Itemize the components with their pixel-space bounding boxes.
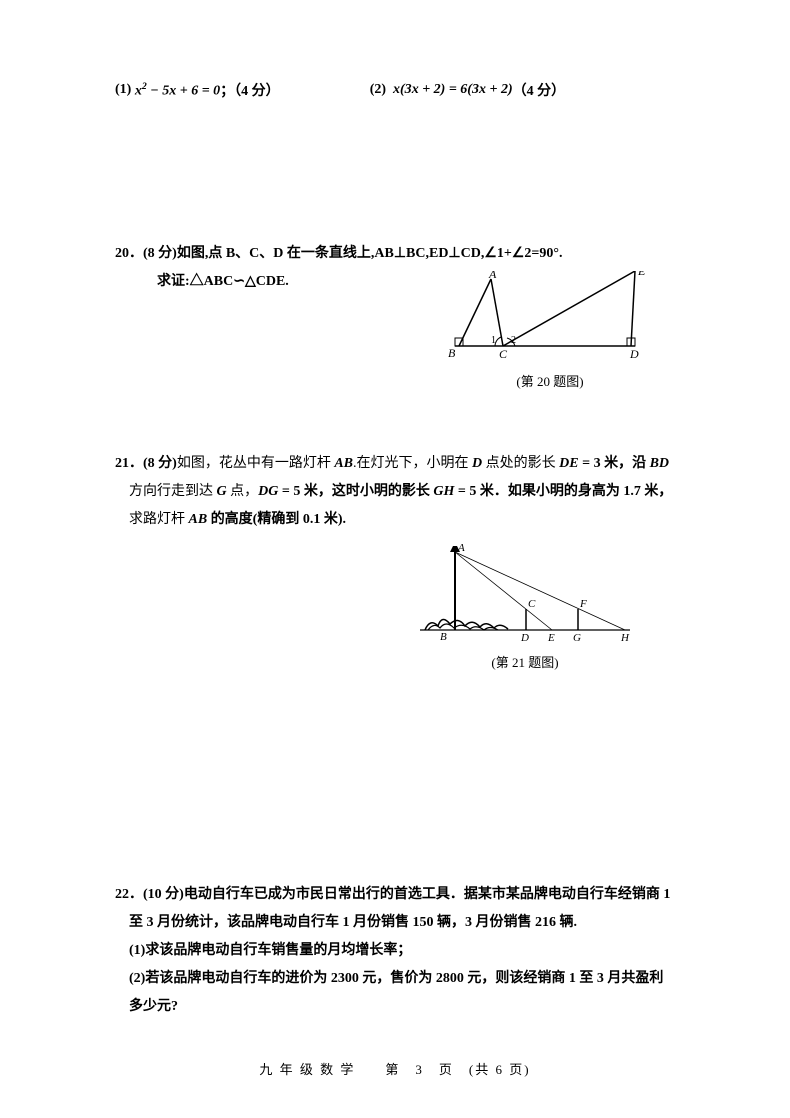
q20-number: 20 [115, 246, 129, 261]
q21-l2c: 点， [227, 484, 259, 499]
q22-line4: (2)若该品牌电动自行车的进价为 2300 元，售价为 2800 元，则该经销商… [129, 971, 663, 986]
q21-l2b: G [217, 484, 227, 499]
q20-label-B: B [448, 346, 456, 360]
q22-line3: (1)求该品牌电动自行车销售量的月均增长率； [129, 943, 411, 958]
q21-l1d: D [472, 456, 482, 471]
q19-p2-label: (2) [370, 82, 386, 98]
q22-line5: 多少元? [129, 999, 178, 1014]
q21-points: ．(8 分) [129, 456, 177, 471]
q21-figure: A B C D E F G H (第 21 题图) [410, 542, 690, 671]
q19-p1-points: ；（4 分） [220, 80, 280, 100]
q19-p2-formula: x(3x + 2) = 6(3x + 2) [393, 82, 513, 98]
q20-label-A: A [488, 271, 497, 281]
q20-figure: A E B C D 1 2 (第 20 题图) [445, 271, 690, 390]
q20-angle1: 1 [491, 335, 496, 346]
q21-label-E: E [547, 632, 555, 642]
q21-text: 21．(8 分)如图，花丛中有一路灯杆 AB.在灯光下，小明在 D 点处的影长 … [115, 450, 690, 534]
q22-points: ．(10 分) [129, 887, 184, 902]
question-19: (1) x2 − 5x + 6 = 0 ；（4 分） (2) x(3x + 2)… [115, 80, 690, 100]
q21-l1c: .在灯光下，小明在 [353, 456, 472, 471]
q21-label-C: C [528, 598, 536, 610]
q21-l2d: DG [258, 484, 278, 499]
q19-p1-label: (1) [115, 82, 131, 98]
q20-label-C: C [499, 347, 508, 361]
q21-number: 21 [115, 456, 129, 471]
q21-label-F: F [579, 598, 587, 610]
q21-l1f: DE [559, 456, 578, 471]
q21-label-H: H [620, 632, 630, 642]
q21-l2f: GH [433, 484, 454, 499]
q21-label-D: D [520, 632, 529, 642]
question-21: 21．(8 分)如图，花丛中有一路灯杆 AB.在灯光下，小明在 D 点处的影长 … [115, 450, 690, 671]
q19-part1: (1) x2 − 5x + 6 = 0 ；（4 分） [115, 80, 280, 100]
footer-text: 九 年 级 数 学 第 3 页 (共 6 页) [259, 1062, 530, 1077]
q21-l1b: AB [334, 456, 353, 471]
q21-l2a: 方向行走到达 [129, 484, 217, 499]
q21-label-A: A [457, 542, 465, 554]
q21-caption: (第 21 题图) [410, 652, 640, 671]
question-22: 22．(10 分)电动自行车已成为市民日常出行的首选工具．据某市某品牌电动自行车… [115, 881, 690, 1021]
q20-label-D: D [629, 347, 639, 361]
q21-l1a: 如图，花丛中有一路灯杆 [177, 456, 335, 471]
q21-label-B: B [440, 631, 447, 642]
question-20: 20．(8 分)如图,点 B、C、D 在一条直线上,AB⊥BC,ED⊥CD,∠1… [115, 240, 690, 390]
q21-diagram: A B C D E F G H [410, 542, 640, 642]
q19-part2: (2) x(3x + 2) = 6(3x + 2) （4 分） [370, 80, 565, 100]
q20-angle2: 2 [511, 335, 516, 346]
q19-p1-formula: x2 − 5x + 6 = 0 [135, 81, 220, 100]
q21-l3a: 求路灯杆 [129, 512, 189, 527]
q21-l2g: = 5 米．如果小明的身高为 1.7 米， [454, 484, 672, 499]
q21-l3c: 的高度(精确到 0.1 米). [207, 512, 346, 527]
q21-l1h: BD [650, 456, 669, 471]
q22-number: 22 [115, 887, 129, 902]
q21-label-G: G [573, 632, 581, 642]
q20-caption: (第 20 题图) [445, 371, 655, 390]
q20-points: ．(8 分) [129, 246, 177, 261]
q20-label-E: E [637, 271, 646, 278]
q21-l3b: AB [189, 512, 208, 527]
q19-p2-points: （4 分） [513, 80, 566, 100]
page-footer: 九 年 级 数 学 第 3 页 (共 6 页) [0, 1059, 790, 1078]
q21-l2e: = 5 米，这时小明的影长 [278, 484, 433, 499]
q20-line1: 如图,点 B、C、D 在一条直线上,AB⊥BC,ED⊥CD,∠1+∠2=90°. [177, 246, 563, 261]
q20-line2: 求证:△ABC∽△CDE. [157, 274, 289, 289]
q20-diagram: A E B C D 1 2 [445, 271, 655, 361]
q22-line1: 电动自行车已成为市民日常出行的首选工具．据某市某品牌电动自行车经销商 1 [184, 887, 671, 902]
q22-line2: 至 3 月份统计，该品牌电动自行车 1 月份销售 150 辆，3 月份销售 21… [129, 915, 577, 930]
q21-l1e: 点处的影长 [482, 456, 559, 471]
q21-l1g: = 3 米，沿 [579, 456, 650, 471]
